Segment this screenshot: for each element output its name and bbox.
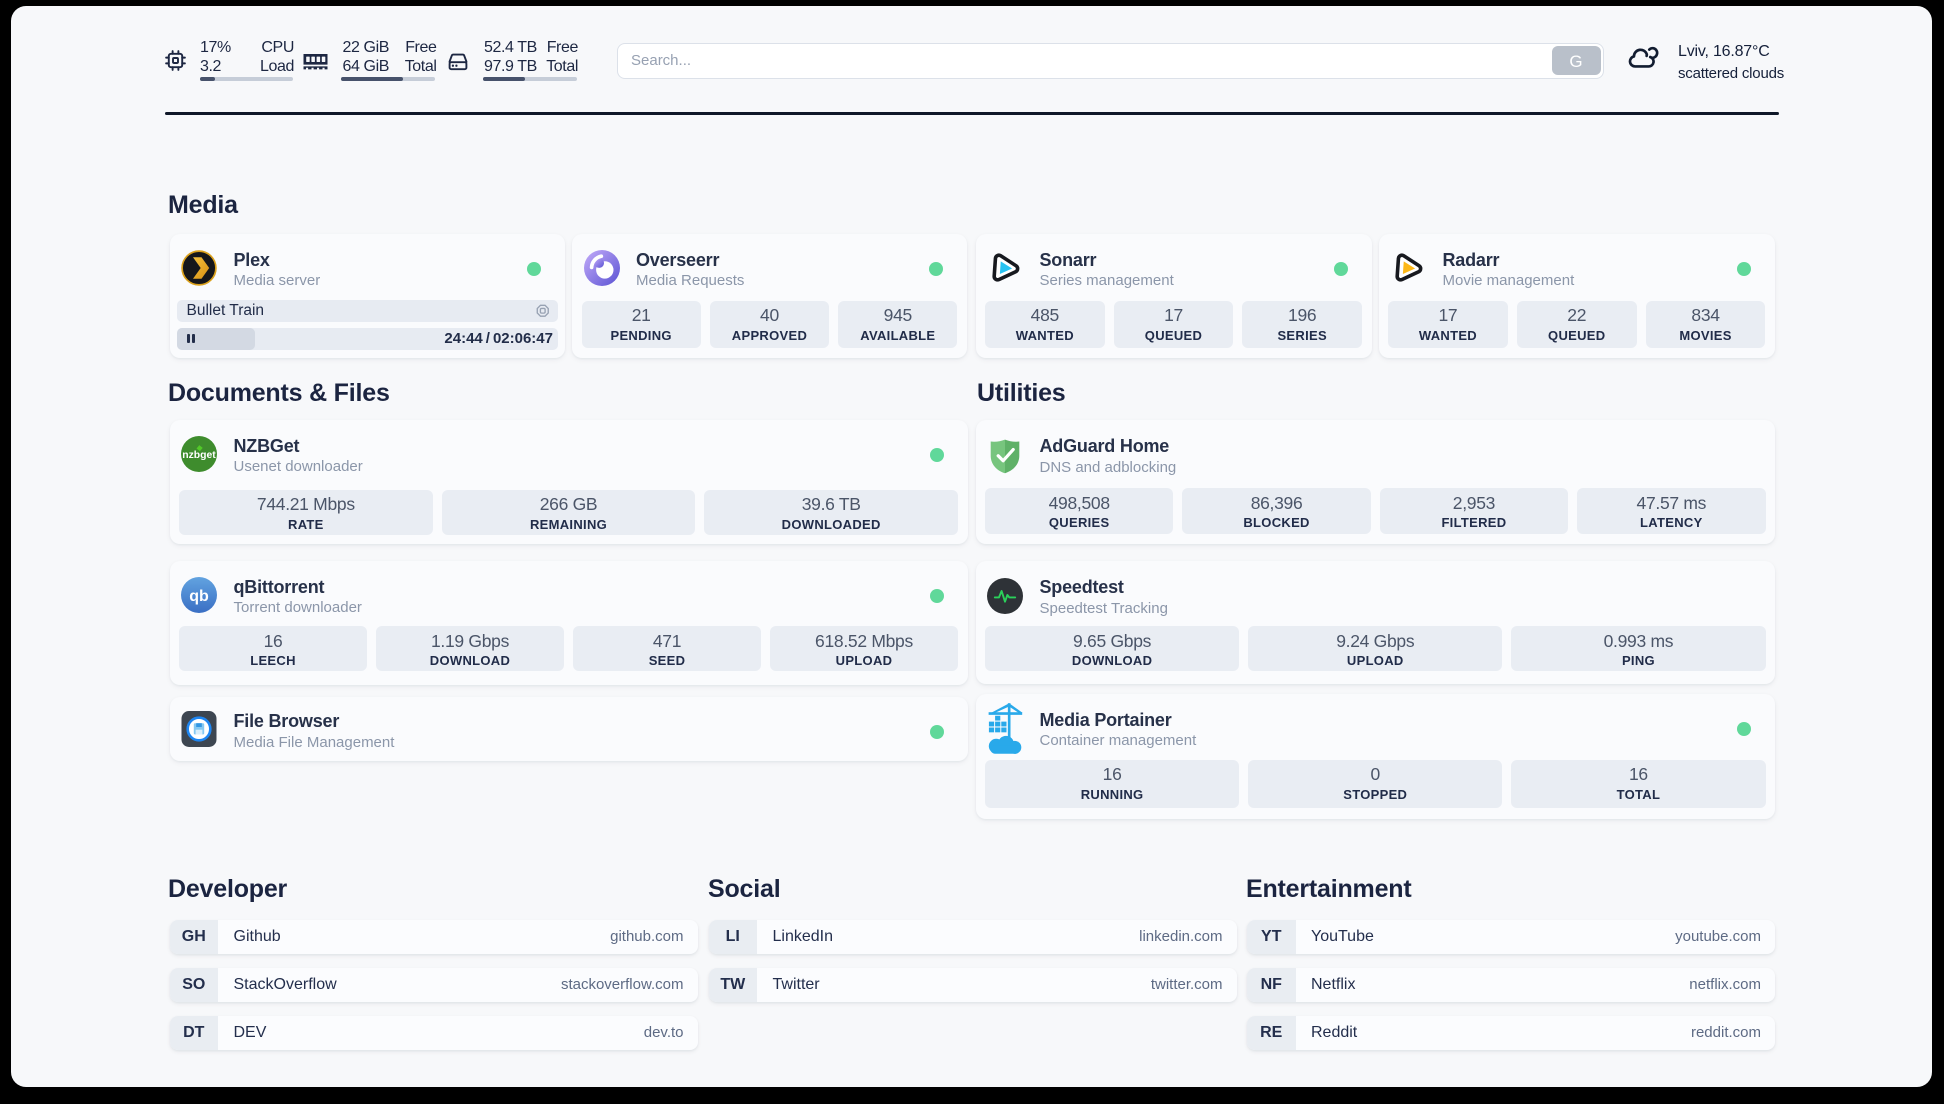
svg-text:qb: qb <box>189 588 209 605</box>
svg-text:nzbget: nzbget <box>182 450 216 461</box>
